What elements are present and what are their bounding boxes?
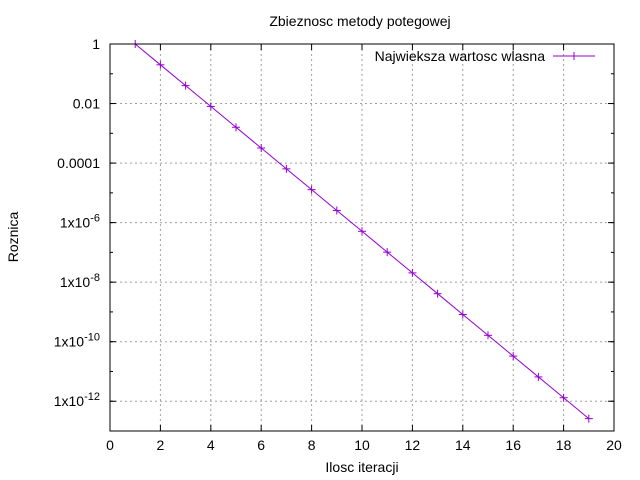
plot-frame [109,43,615,432]
x-tick-label: 10 [354,437,370,453]
x-tick-label: 16 [505,437,521,453]
y-tick-label-base: 0.01 [73,96,100,112]
data-point-marker [458,310,467,319]
x-tick-label: 14 [455,437,471,453]
data-point-marker [408,268,417,277]
legend-sample [553,52,595,60]
y-tick-label-exponent: -8 [90,272,100,284]
data-point-marker [484,331,492,340]
x-axis-label: Ilosc iteracji [325,459,398,475]
data-point-marker [358,227,366,236]
y-tick-label-base: 1x10 [54,334,85,350]
x-tick-label: 18 [556,437,572,453]
data-point-marker [534,372,543,381]
x-tick-label: 0 [106,437,114,453]
legend-label: Najwieksza wartosc wlasna [375,48,546,64]
data-point-marker [559,393,568,402]
y-tick-label: 1x10-12 [54,391,100,409]
x-tick-label: 2 [157,437,165,453]
y-tick-label-base: 1x10 [60,274,91,290]
data-point-marker [383,248,392,257]
data-point-marker [332,206,341,215]
data-point-marker [509,352,518,361]
data-point-marker [181,81,190,90]
x-tick-label: 12 [405,437,421,453]
chart-title: Zbieznosc metody potegowej [269,13,450,29]
x-tick-label: 6 [257,437,265,453]
data-point-marker [307,185,316,194]
data-point-marker [156,60,165,69]
data-point-marker [282,164,291,173]
y-tick-label-exponent: -10 [84,332,100,344]
y-tick-label-base: 1x10 [60,215,91,231]
y-tick-label: 1 [92,36,100,52]
y-tick-label: 1x10-8 [60,272,100,290]
data-point-marker [584,414,593,423]
y-tick-label-exponent: -6 [90,213,100,225]
data-point-marker [257,144,266,153]
data-point-marker [433,289,442,298]
y-tick-label-base: 0.0001 [57,155,100,171]
series-layer [131,40,593,423]
data-point-marker [206,102,215,111]
y-tick-label: 0.0001 [57,155,100,171]
y-tick-label: 1x10-6 [60,213,100,231]
y-tick-label-base: 1 [92,36,100,52]
x-tick-label: 4 [207,437,215,453]
x-tick-label: 8 [308,437,316,453]
y-tick-label: 1x10-10 [54,332,100,350]
y-tick-label: 0.01 [73,96,100,112]
x-tick-label: 20 [606,437,622,453]
grid [110,44,614,431]
legend: Najwieksza wartosc wlasna [375,48,595,64]
y-axis-label: Roznica [5,212,21,263]
y-tick-label-base: 1x10 [54,393,85,409]
data-point-marker [232,123,240,132]
axis-ticks: 0 2 4 6 8 10 12 14 16 18 2010.010.00011x10-61x10-8… [54,36,622,453]
y-tick-label-exponent: -12 [84,391,100,403]
